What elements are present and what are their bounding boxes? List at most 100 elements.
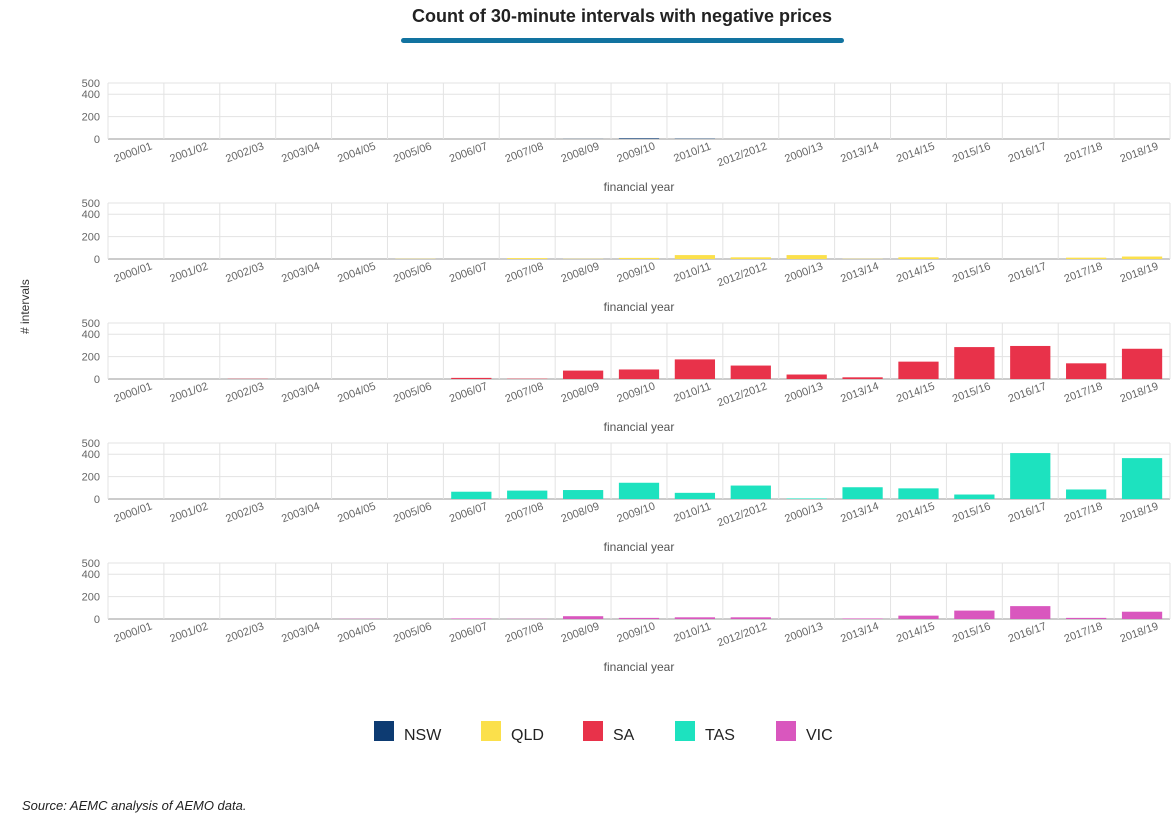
bar-tas-2009-10 <box>618 482 660 499</box>
x-tick-label: 2006/07 <box>448 380 489 405</box>
x-tick-label: 2002/03 <box>224 500 265 525</box>
bar-tas-2017-18 <box>1066 489 1107 499</box>
x-tick-label: 2010/11 <box>672 260 713 285</box>
bar-qld-2000-13 <box>786 255 827 259</box>
x-tick-label: 2003/04 <box>280 260 321 285</box>
y-tick-label: 500 <box>82 78 100 90</box>
legend-label: TAS <box>705 727 735 744</box>
legend-label: VIC <box>806 727 833 744</box>
bar-tas-2012-2012 <box>730 485 771 499</box>
x-tick-label: 2005/06 <box>392 260 433 285</box>
x-tick-label: 2007/08 <box>504 140 545 165</box>
x-tick-label: 2015/16 <box>951 620 992 645</box>
x-tick-label: 2018/19 <box>1119 260 1160 285</box>
x-tick-label: 2012/2012 <box>716 500 769 529</box>
bar-qld-2017-18 <box>1066 257 1107 259</box>
y-tick-label: 0 <box>94 374 100 386</box>
bar-qld-2007-08 <box>507 258 548 259</box>
y-tick-label: 0 <box>94 134 100 146</box>
bar-sa-2017-18 <box>1066 363 1107 379</box>
y-tick-label: 200 <box>82 112 100 124</box>
x-tick-label: 2001/02 <box>168 140 209 165</box>
x-axis-title: financial year <box>604 540 675 554</box>
x-tick-label: 2005/06 <box>392 620 433 645</box>
bar-sa-2000-13 <box>786 374 827 379</box>
source-note: Source: AEMC analysis of AEMO data. <box>22 798 247 813</box>
x-tick-label: 2015/16 <box>951 140 992 165</box>
x-tick-label: 2016/17 <box>1007 500 1048 525</box>
bar-qld-2014-15 <box>898 257 939 259</box>
x-tick-label: 2017/18 <box>1063 500 1104 525</box>
x-tick-label: 2017/18 <box>1063 260 1104 285</box>
x-tick-label: 2008/09 <box>560 260 601 285</box>
x-tick-label: 2010/11 <box>672 140 713 165</box>
bar-qld-2018-19 <box>1121 256 1163 259</box>
x-tick-label: 2006/07 <box>448 500 489 525</box>
bar-sa-2015-16 <box>954 347 995 379</box>
x-tick-label: 2003/04 <box>280 380 321 405</box>
bar-vic-2009-10 <box>618 617 660 619</box>
y-tick-label: 500 <box>82 438 100 450</box>
bar-tas-2016-17 <box>1010 453 1051 499</box>
bar-tas-2008-09 <box>562 490 604 499</box>
x-tick-label: 2009/10 <box>615 140 656 165</box>
x-tick-label: 2012/2012 <box>716 620 769 649</box>
x-tick-label: 2000/01 <box>112 260 153 285</box>
y-tick-label: 0 <box>94 254 100 266</box>
x-tick-label: 2010/11 <box>672 380 713 405</box>
y-tick-label: 400 <box>82 449 100 461</box>
legend-swatch <box>675 721 695 741</box>
x-tick-label: 2009/10 <box>615 620 656 645</box>
bar-vic-2010-11 <box>674 617 716 619</box>
bar-sa-2016-17 <box>1010 345 1051 379</box>
bar-sa-2013-14 <box>842 377 883 379</box>
x-tick-label: 2018/19 <box>1119 500 1160 525</box>
x-tick-label: 2000/01 <box>112 140 153 165</box>
x-tick-label: 2010/11 <box>672 620 713 645</box>
x-tick-label: 2009/10 <box>615 260 656 285</box>
x-tick-label: 2007/08 <box>504 260 545 285</box>
legend-label: SA <box>613 727 635 744</box>
x-tick-label: 2013/14 <box>839 500 880 525</box>
y-tick-label: 400 <box>82 89 100 101</box>
legend-swatch <box>583 721 603 741</box>
x-tick-label: 2015/16 <box>951 500 992 525</box>
x-tick-label: 2008/09 <box>560 140 601 165</box>
bar-sa-2008-09 <box>562 370 604 379</box>
x-tick-label: 2005/06 <box>392 500 433 525</box>
y-tick-label: 200 <box>82 352 100 364</box>
x-tick-label: 2017/18 <box>1063 380 1104 405</box>
y-tick-label: 500 <box>82 558 100 570</box>
bar-sa-2014-15 <box>898 361 939 379</box>
x-tick-label: 2015/16 <box>951 380 992 405</box>
x-tick-label: 2000/01 <box>112 620 153 645</box>
bar-tas-2018-19 <box>1121 458 1163 499</box>
x-tick-label: 2016/17 <box>1007 260 1048 285</box>
y-tick-label: 200 <box>82 472 100 484</box>
x-tick-label: 2002/03 <box>224 380 265 405</box>
x-tick-label: 2013/14 <box>839 380 880 405</box>
bar-nsw-2009-10 <box>618 138 660 139</box>
x-tick-label: 2004/05 <box>336 260 377 285</box>
x-tick-label: 2014/15 <box>895 500 936 525</box>
bar-tas-2006-07 <box>451 491 492 499</box>
x-tick-label: 2005/06 <box>392 380 433 405</box>
y-tick-label: 400 <box>82 209 100 221</box>
x-tick-label: 2014/15 <box>895 140 936 165</box>
x-tick-label: 2017/18 <box>1063 140 1104 165</box>
bar-sa-2018-19 <box>1121 348 1163 379</box>
bar-tas-2014-15 <box>898 488 939 499</box>
legend-swatch <box>776 721 796 741</box>
bar-vic-2016-17 <box>1010 606 1051 619</box>
bar-vic-2008-09 <box>562 616 604 619</box>
x-tick-label: 2000/01 <box>112 500 153 525</box>
x-tick-label: 2008/09 <box>560 620 601 645</box>
x-tick-label: 2012/2012 <box>716 140 769 169</box>
title-underline <box>401 38 844 43</box>
x-tick-label: 2014/15 <box>895 260 936 285</box>
bar-sa-2012-2012 <box>730 365 771 379</box>
x-tick-label: 2003/04 <box>280 140 321 165</box>
